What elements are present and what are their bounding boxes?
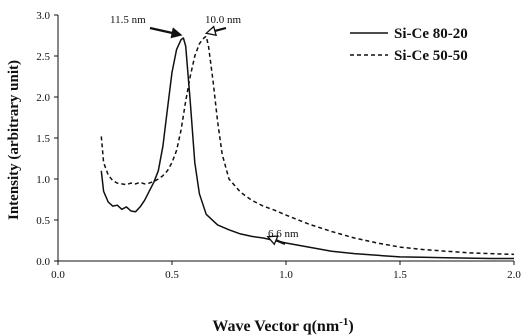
x-axis-label: Wave Vector q(nm-1) bbox=[212, 316, 353, 335]
y-tick-label: 0.0 bbox=[36, 256, 50, 268]
x-axis-label-exponent: -1 bbox=[339, 316, 348, 328]
annotation-arrow-shaft-2 bbox=[214, 26, 227, 33]
x-tick-label: 2.0 bbox=[507, 269, 521, 281]
legend-label-series-1: Si-Ce 80-20 bbox=[394, 26, 468, 42]
annotations: 11.5 nm 10.0 nm6.6 nm bbox=[110, 14, 299, 246]
y-tick-label: 1.0 bbox=[36, 174, 50, 186]
x-axis-label-suffix: ) bbox=[348, 318, 353, 335]
y-axis-label: Intensity (arbitrary unit) bbox=[6, 60, 22, 220]
annotation-label-1: 11.5 nm bbox=[110, 14, 146, 26]
legend: Si-Ce 80-20 Si-Ce 50-50 bbox=[350, 26, 468, 64]
x-tick-label: 0.0 bbox=[51, 269, 65, 281]
plot-area bbox=[100, 35, 515, 260]
x-tick-label: 0.5 bbox=[165, 269, 179, 281]
legend-label-series-2: Si-Ce 50-50 bbox=[394, 48, 468, 64]
y-tick-label: 3.0 bbox=[36, 10, 50, 22]
y-tick-label: 1.5 bbox=[36, 133, 50, 145]
y-tick-label: 2.0 bbox=[36, 92, 50, 104]
ticks: 0.0 0.5 1.0 1.5 2.0 0.0 0.5 1.0 1.5 2.0 2.5 3.0 bbox=[36, 10, 521, 281]
annotation-arrow-head-1 bbox=[170, 27, 183, 39]
series-line-1 bbox=[100, 37, 514, 260]
annotation-arrow-shaft-1 bbox=[149, 26, 173, 35]
annotation-arrow-head-2 bbox=[204, 25, 218, 37]
series-line-2 bbox=[100, 35, 515, 256]
annotation-label-2: 10.0 nm bbox=[205, 14, 242, 26]
annotation-arrow-head-3 bbox=[266, 235, 279, 246]
x-tick-label: 1.5 bbox=[393, 269, 407, 281]
x-axis-label-main: Wave Vector q(nm bbox=[212, 318, 339, 335]
y-tick-label: 0.5 bbox=[36, 215, 50, 227]
x-tick-label: 1.0 bbox=[279, 269, 293, 281]
annotation-arrow-shaft-3 bbox=[275, 239, 286, 246]
y-tick-label: 2.5 bbox=[36, 51, 50, 63]
